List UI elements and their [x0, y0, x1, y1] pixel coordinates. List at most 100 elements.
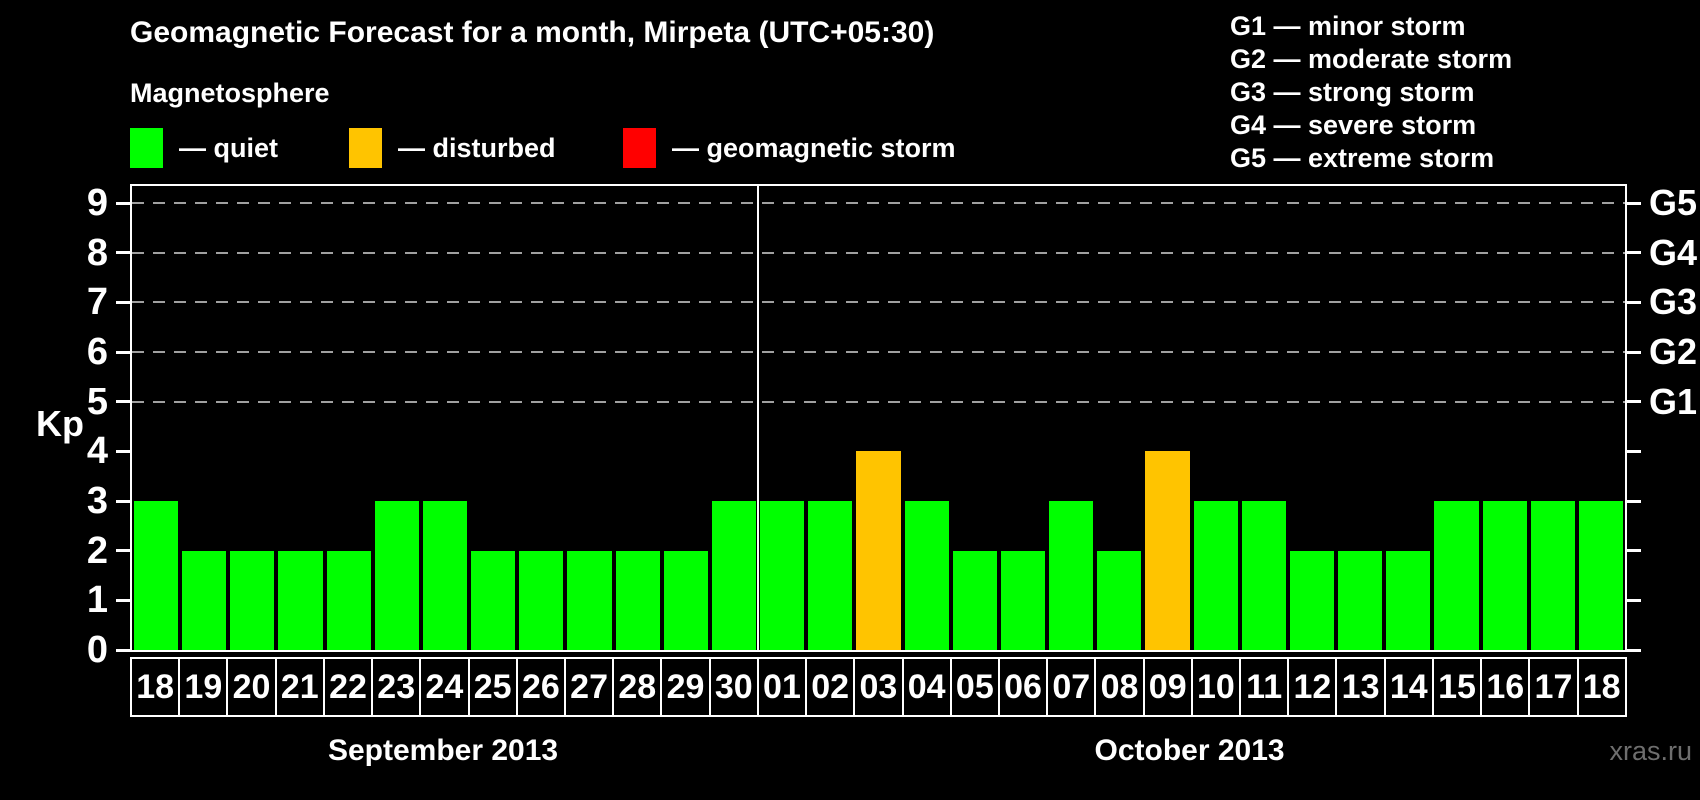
y-tick-right-6: [1627, 350, 1641, 354]
right-axis-label-g3: G3: [1649, 281, 1698, 323]
bar-day-25: [471, 550, 516, 650]
day-cell-18: 18: [1576, 657, 1627, 717]
y-tick-left-2: [116, 549, 130, 553]
day-cell-16: 16: [1480, 657, 1531, 717]
y-tick-left-0: [116, 648, 130, 652]
gridline-kp-6: [132, 351, 1625, 353]
day-cell-11: 11: [1239, 657, 1290, 717]
bar-day-12: [1289, 550, 1335, 650]
y-tick-right-4: [1627, 449, 1641, 453]
disturbed-color-swatch: [349, 128, 382, 168]
day-cell-03: 03: [853, 657, 904, 717]
bar-day-11: [1241, 501, 1286, 650]
day-cell-04: 04: [901, 657, 952, 717]
y-tick-left-6: [116, 350, 130, 354]
right-axis-label-g5: G5: [1649, 182, 1698, 223]
storm-level-g3: G3 — strong storm: [1230, 77, 1475, 107]
bar-day-01: [760, 501, 805, 650]
storm-level-g2: G2 — moderate storm: [1230, 44, 1513, 74]
legend-item-storm: — geomagnetic storm: [623, 128, 956, 168]
y-tick-label-3: 3: [86, 480, 108, 522]
day-cell-21: 21: [274, 657, 325, 717]
y-tick-label-0: 0: [86, 629, 108, 671]
y-tick-left-4: [116, 449, 130, 453]
gridline-kp-7: [132, 301, 1625, 304]
y-tick-right-8: [1627, 251, 1641, 255]
day-cell-12: 12: [1287, 657, 1338, 717]
y-tick-right-5: [1627, 400, 1641, 404]
day-cell-22: 22: [322, 657, 374, 717]
day-cell-24: 24: [419, 657, 470, 717]
bar-day-06: [1000, 550, 1046, 650]
month-label-october: October 2013: [1094, 734, 1285, 767]
bar-day-02: [808, 501, 853, 650]
bar-day-30: [711, 501, 757, 650]
y-tick-right-3: [1627, 499, 1641, 503]
y-tick-label-9: 9: [86, 182, 108, 224]
day-cell-20: 20: [226, 657, 277, 717]
gridline-kp-8: [132, 251, 1625, 254]
day-cell-01: 01: [756, 657, 808, 717]
day-cell-26: 26: [515, 657, 566, 717]
storm-scale-legend: G1 — minor storm G2 — moderate storm G3 …: [1230, 10, 1512, 175]
y-tick-right-0: [1627, 648, 1641, 652]
y-tick-left-8: [116, 251, 130, 255]
day-axis-row: 18 19 20 21 22 23 24 25 26 27 28 29 30 01 02 03 04 05 06 07…: [130, 657, 1627, 717]
bar-day-16: [1482, 501, 1527, 650]
y-tick-left-5: [116, 400, 130, 404]
y-tick-label-8: 8: [86, 231, 108, 274]
bar-day-10: [1193, 501, 1238, 650]
right-axis-label-g1: G1: [1649, 380, 1698, 422]
right-axis-label-g4: G4: [1649, 231, 1698, 273]
day-cell-25: 25: [467, 657, 518, 717]
y-tick-label-5: 5: [86, 380, 108, 423]
y-tick-right-9: [1627, 201, 1641, 205]
legend-item-quiet: — quiet: [130, 128, 278, 168]
day-cell-27: 27: [563, 657, 615, 717]
y-tick-label-4: 4: [86, 430, 108, 473]
day-cell-09: 09: [1142, 657, 1193, 717]
right-axis-label-g2: G2: [1649, 331, 1698, 372]
bar-day-14: [1386, 550, 1431, 650]
legend-item-disturbed-label: — disturbed: [398, 132, 556, 163]
y-tick-label-1: 1: [86, 579, 108, 622]
day-cell-29: 29: [660, 657, 711, 717]
bar-day-28: [615, 550, 660, 650]
storm-level-g5: G5 — extreme storm: [1230, 143, 1495, 173]
y-axis-label: Kp: [36, 402, 84, 444]
bar-day-26: [519, 550, 564, 650]
bar-day-04: [904, 501, 949, 650]
month-label-september: September 2013: [327, 734, 559, 767]
bar-day-15: [1434, 501, 1479, 650]
y-tick-right-7: [1627, 300, 1641, 304]
y-tick-left-9: [116, 201, 130, 205]
bar-day-19: [182, 550, 227, 650]
y-tick-right-2: [1627, 549, 1641, 553]
day-cell-14: 14: [1383, 657, 1434, 717]
bar-day-03: [856, 451, 901, 650]
day-cell-23: 23: [371, 657, 422, 717]
bar-day-21: [278, 550, 323, 650]
y-tick-left-3: [116, 499, 130, 503]
storm-level-g4: G4 — severe storm: [1230, 110, 1477, 140]
bar-day-07: [1049, 501, 1094, 650]
day-cell-18: 18: [130, 657, 181, 717]
day-cell-06: 06: [997, 657, 1049, 717]
day-cell-30: 30: [708, 657, 759, 717]
legend-item-quiet-label: — quiet: [179, 132, 278, 163]
legend-item-storm-label: — geomagnetic storm: [672, 132, 956, 163]
day-cell-07: 07: [1046, 657, 1097, 717]
day-cell-10: 10: [1190, 657, 1242, 717]
day-cell-19: 19: [178, 657, 229, 717]
y-tick-right-1: [1627, 598, 1641, 602]
y-tick-label-6: 6: [86, 331, 108, 373]
day-cell-15: 15: [1431, 657, 1483, 717]
day-cell-28: 28: [612, 657, 663, 717]
bar-day-27: [567, 550, 612, 650]
bar-day-20: [230, 550, 275, 650]
gridline-kp-5: [132, 400, 1625, 403]
y-tick-label-2: 2: [86, 529, 108, 572]
bar-day-24: [422, 501, 468, 650]
bar-day-23: [374, 501, 419, 650]
